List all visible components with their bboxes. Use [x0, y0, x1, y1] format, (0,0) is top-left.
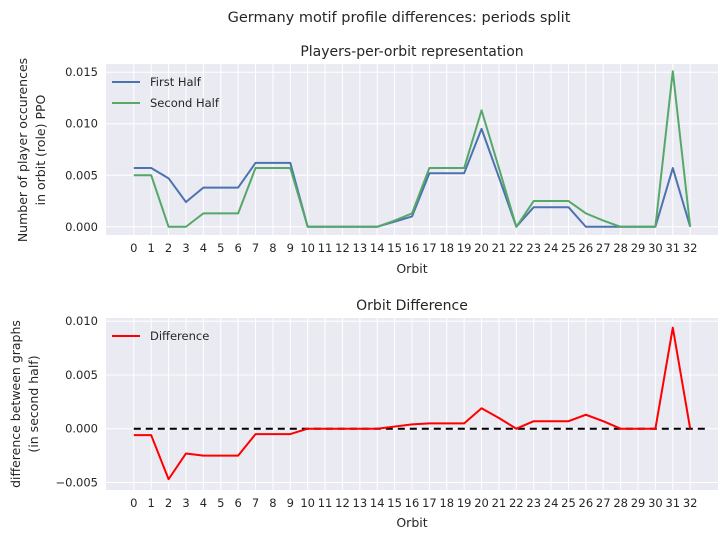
series-line-first-half — [133, 127, 692, 228]
series-line-second-half — [133, 70, 692, 228]
y-axis-label: Number of player occurences — [15, 58, 30, 242]
x-tick-label: 4 — [200, 241, 207, 255]
x-tick-label: 28 — [613, 496, 628, 510]
x-tick-label: 9 — [287, 496, 294, 510]
y-tick-label: 0.010 — [65, 314, 98, 328]
x-tick-label: 10 — [300, 241, 315, 255]
x-tick-label: 29 — [631, 496, 646, 510]
legend-label: Difference — [150, 329, 209, 343]
x-tick-label: 2 — [165, 241, 172, 255]
x-tick-label: 15 — [387, 241, 402, 255]
x-tick-label: 31 — [665, 496, 680, 510]
x-tick-label: 12 — [335, 241, 350, 255]
x-tick-label: 5 — [217, 496, 224, 510]
x-tick-label: 0 — [130, 241, 137, 255]
x-tick-label: 0 — [130, 496, 137, 510]
y-tick-label: 0.015 — [65, 65, 98, 79]
x-tick-label: 28 — [613, 241, 628, 255]
x-tick-label: 20 — [474, 496, 489, 510]
x-tick-label: 32 — [683, 241, 698, 255]
y-tick-label: 0.000 — [65, 422, 98, 436]
x-tick-label: 31 — [665, 241, 680, 255]
x-tick-label: 13 — [353, 241, 368, 255]
x-tick-label: 27 — [596, 496, 611, 510]
x-tick-label: 1 — [148, 496, 155, 510]
x-tick-label: 15 — [387, 496, 402, 510]
x-tick-label: 4 — [200, 496, 207, 510]
x-tick-label: 30 — [648, 496, 663, 510]
x-tick-label: 18 — [439, 496, 454, 510]
x-tick-label: 12 — [335, 496, 350, 510]
legend-label: First Half — [150, 75, 202, 89]
x-tick-label: 24 — [544, 241, 559, 255]
x-tick-label: 10 — [300, 496, 315, 510]
x-tick-label: 14 — [370, 496, 385, 510]
x-tick-label: 3 — [182, 496, 189, 510]
x-tick-label: 16 — [405, 241, 420, 255]
legend-label: Second Half — [150, 96, 220, 110]
x-tick-label: 6 — [234, 241, 241, 255]
y-axis-label: difference between graphs — [8, 320, 23, 488]
x-tick-label: 14 — [370, 241, 385, 255]
chart-panel-2: 0 1 2 3 4 5 6 7 8 9 10 11 12 13 14 15 16 17 18 19 20 21 22 23 24… — [8, 298, 718, 530]
x-axis-label: Orbit — [396, 515, 427, 530]
x-tick-label: 22 — [509, 496, 524, 510]
x-tick-label: 8 — [269, 241, 276, 255]
x-tick-label: 17 — [422, 496, 437, 510]
x-tick-label: 13 — [353, 496, 368, 510]
x-tick-label: 25 — [561, 496, 576, 510]
x-tick-label: 20 — [474, 241, 489, 255]
x-tick-label: 7 — [252, 241, 259, 255]
x-tick-label: 2 — [165, 496, 172, 510]
y-axis-label: (in second half) — [26, 355, 41, 452]
chart-panel-1: 0 1 2 3 4 5 6 7 8 9 10 11 12 13 14 15 16 17 18 19 20 21 22 23 24… — [15, 44, 718, 276]
y-tick-label: −0.005 — [55, 475, 98, 489]
x-tick-label: 30 — [648, 241, 663, 255]
x-tick-label: 23 — [526, 241, 541, 255]
x-tick-label: 16 — [405, 496, 420, 510]
x-tick-label: 5 — [217, 241, 224, 255]
x-tick-label: 26 — [579, 241, 594, 255]
y-tick-label: 0.005 — [65, 368, 98, 382]
x-tick-label: 26 — [579, 496, 594, 510]
x-tick-label: 24 — [544, 496, 559, 510]
x-axis-label: Orbit — [396, 261, 427, 276]
x-tick-label: 29 — [631, 241, 646, 255]
x-tick-label: 1 — [148, 241, 155, 255]
x-tick-label: 32 — [683, 496, 698, 510]
x-tick-label: 11 — [318, 496, 333, 510]
x-tick-label: 7 — [252, 496, 259, 510]
x-tick-label: 18 — [439, 241, 454, 255]
x-tick-label: 17 — [422, 241, 437, 255]
x-tick-label: 22 — [509, 241, 524, 255]
x-tick-label: 6 — [234, 496, 241, 510]
y-tick-label: 0.005 — [65, 168, 98, 182]
x-tick-label: 3 — [182, 241, 189, 255]
x-tick-label: 21 — [492, 496, 507, 510]
figure-suptitle: Germany motif profile differences: perio… — [228, 10, 571, 26]
series-line-difference — [133, 326, 692, 481]
x-tick-label: 9 — [287, 241, 294, 255]
chart-title: Players-per-orbit representation — [300, 44, 523, 60]
x-tick-label: 27 — [596, 241, 611, 255]
y-tick-label: 0.010 — [65, 117, 98, 131]
x-tick-label: 11 — [318, 241, 333, 255]
x-tick-label: 23 — [526, 496, 541, 510]
y-axis-label: in orbit (role) PPO — [33, 94, 48, 205]
y-tick-label: 0.000 — [65, 220, 98, 234]
x-tick-label: 8 — [269, 496, 276, 510]
x-tick-label: 21 — [492, 241, 507, 255]
x-tick-label: 19 — [457, 241, 472, 255]
x-tick-label: 19 — [457, 496, 472, 510]
x-tick-label: 25 — [561, 241, 576, 255]
chart-title: Orbit Difference — [356, 298, 468, 314]
